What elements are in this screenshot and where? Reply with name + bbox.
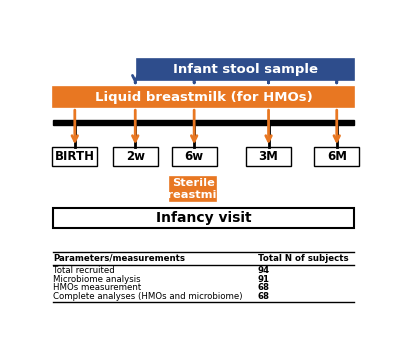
Text: Total N of subjects: Total N of subjects	[258, 254, 348, 263]
Bar	[53, 208, 354, 228]
Text: 6M: 6M	[327, 150, 347, 163]
Text: 91: 91	[258, 275, 270, 284]
Text: Total recruited: Total recruited	[53, 266, 115, 275]
Text: 3M: 3M	[259, 150, 278, 163]
Bar	[53, 120, 354, 125]
Text: Infant stool sample: Infant stool sample	[173, 63, 318, 76]
Bar	[172, 147, 217, 166]
Bar	[314, 147, 359, 166]
Text: 94: 94	[258, 266, 270, 275]
Bar	[246, 147, 291, 166]
Text: 68: 68	[258, 284, 270, 292]
Text: Microbiome analysis: Microbiome analysis	[53, 275, 141, 284]
Bar	[170, 177, 216, 200]
Text: 68: 68	[258, 292, 270, 301]
Text: BIRTH: BIRTH	[55, 150, 95, 163]
Text: 6w: 6w	[184, 150, 204, 163]
Text: Parameters/measurements: Parameters/measurements	[53, 254, 185, 263]
Bar	[53, 87, 354, 107]
Bar	[52, 147, 97, 166]
Bar	[113, 147, 158, 166]
Text: Liquid breastmilk (for HMOs): Liquid breastmilk (for HMOs)	[94, 91, 312, 103]
Text: Sterile
breastmilk: Sterile breastmilk	[159, 178, 228, 200]
Bar	[137, 59, 354, 80]
Text: Complete analyses (HMOs and microbiome): Complete analyses (HMOs and microbiome)	[53, 292, 242, 301]
Text: HMOs measurement: HMOs measurement	[53, 284, 141, 292]
Text: Infancy visit: Infancy visit	[156, 211, 251, 225]
Text: 2w: 2w	[126, 150, 145, 163]
